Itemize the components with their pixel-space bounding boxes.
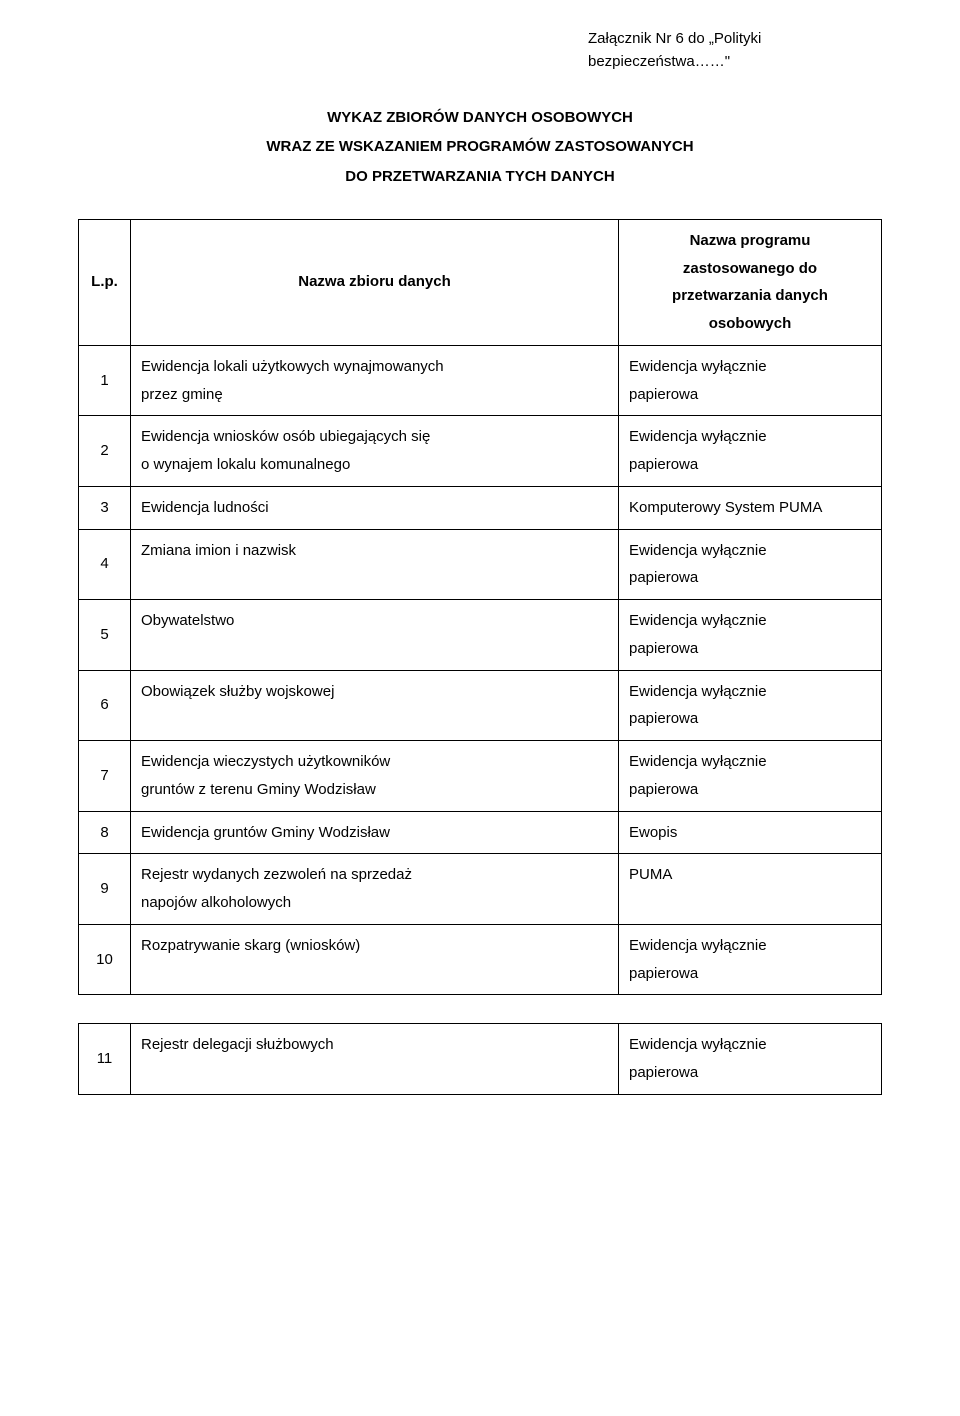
row-number: 7 — [79, 741, 131, 812]
table-row: 5 Obywatelstwo Ewidencja wyłącznie papie… — [79, 600, 882, 671]
table-row: 6 Obowiązek służby wojskowej Ewidencja w… — [79, 670, 882, 741]
attachment-line2: bezpieczeństwa……" — [588, 53, 730, 70]
row-program: Ewidencja wyłącznie papierowa — [619, 529, 882, 600]
row-name: Ewidencja ludności — [131, 486, 619, 529]
header-prog-l4: osobowych — [629, 310, 871, 338]
header-lp: L.p. — [79, 219, 131, 345]
row-program: Ewidencja wyłącznie papierowa — [619, 600, 882, 671]
attachment-line1: Załącznik Nr 6 do „Polityki — [588, 30, 761, 47]
row-number: 9 — [79, 854, 131, 925]
header-prog-l2: zastosowanego do — [629, 255, 871, 283]
table-row: 11 Rejestr delegacji służbowych Ewidencj… — [79, 1024, 882, 1095]
document-title: WYKAZ ZBIORÓW DANYCH OSOBOWYCH WRAZ ZE W… — [78, 103, 882, 191]
row-name: Zmiana imion i nazwisk — [131, 529, 619, 600]
attachment-label: Załącznik Nr 6 do „Polityki bezpieczeńst… — [588, 28, 882, 73]
table-row: 10 Rozpatrywanie skarg (wniosków) Ewiden… — [79, 924, 882, 995]
row-name: Ewidencja gruntów Gminy Wodzisław — [131, 811, 619, 854]
table-row: 3 Ewidencja ludności Komputerowy System … — [79, 486, 882, 529]
row-number: 3 — [79, 486, 131, 529]
row-program: Ewopis — [619, 811, 882, 854]
table-row: 8 Ewidencja gruntów Gminy Wodzisław Ewop… — [79, 811, 882, 854]
row-name: Ewidencja lokali użytkowych wynajmowanyc… — [131, 345, 619, 416]
table-row: 1 Ewidencja lokali użytkowych wynajmowan… — [79, 345, 882, 416]
row-number: 8 — [79, 811, 131, 854]
main-table: L.p. Nazwa zbioru danych Nazwa programu … — [78, 219, 882, 996]
row-number: 1 — [79, 345, 131, 416]
row-name: Ewidencja wniosków osób ubiegających się… — [131, 416, 619, 487]
table-header-row: L.p. Nazwa zbioru danych Nazwa programu … — [79, 219, 882, 345]
row-program: PUMA — [619, 854, 882, 925]
title-line3: DO PRZETWARZANIA TYCH DANYCH — [78, 162, 882, 191]
bottom-table: 11 Rejestr delegacji służbowych Ewidencj… — [78, 1023, 882, 1095]
row-name: Rozpatrywanie skarg (wniosków) — [131, 924, 619, 995]
row-number: 2 — [79, 416, 131, 487]
row-program: Komputerowy System PUMA — [619, 486, 882, 529]
table-row: 9 Rejestr wydanych zezwoleń na sprzedaż … — [79, 854, 882, 925]
header-name: Nazwa zbioru danych — [131, 219, 619, 345]
row-program: Ewidencja wyłącznie papierowa — [619, 741, 882, 812]
title-line2: WRAZ ZE WSKAZANIEM PROGRAMÓW ZASTOSOWANY… — [78, 132, 882, 161]
row-number: 5 — [79, 600, 131, 671]
row-program: Ewidencja wyłącznie papierowa — [619, 670, 882, 741]
row-name: Rejestr delegacji służbowych — [131, 1024, 619, 1095]
header-program: Nazwa programu zastosowanego do przetwar… — [619, 219, 882, 345]
row-name: Rejestr wydanych zezwoleń na sprzedaż na… — [131, 854, 619, 925]
row-program: Ewidencja wyłącznie papierowa — [619, 1024, 882, 1095]
row-number: 4 — [79, 529, 131, 600]
table-row: 2 Ewidencja wniosków osób ubiegających s… — [79, 416, 882, 487]
row-number: 10 — [79, 924, 131, 995]
header-prog-l3: przetwarzania danych — [629, 282, 871, 310]
row-program: Ewidencja wyłącznie papierowa — [619, 924, 882, 995]
row-program: Ewidencja wyłącznie papierowa — [619, 345, 882, 416]
row-name: Obowiązek służby wojskowej — [131, 670, 619, 741]
table-row: 7 Ewidencja wieczystych użytkowników gru… — [79, 741, 882, 812]
row-program: Ewidencja wyłącznie papierowa — [619, 416, 882, 487]
row-name: Obywatelstwo — [131, 600, 619, 671]
row-number: 11 — [79, 1024, 131, 1095]
table-row: 4 Zmiana imion i nazwisk Ewidencja wyłąc… — [79, 529, 882, 600]
row-name: Ewidencja wieczystych użytkowników grunt… — [131, 741, 619, 812]
header-prog-l1: Nazwa programu — [629, 227, 871, 255]
title-line1: WYKAZ ZBIORÓW DANYCH OSOBOWYCH — [78, 103, 882, 132]
row-number: 6 — [79, 670, 131, 741]
